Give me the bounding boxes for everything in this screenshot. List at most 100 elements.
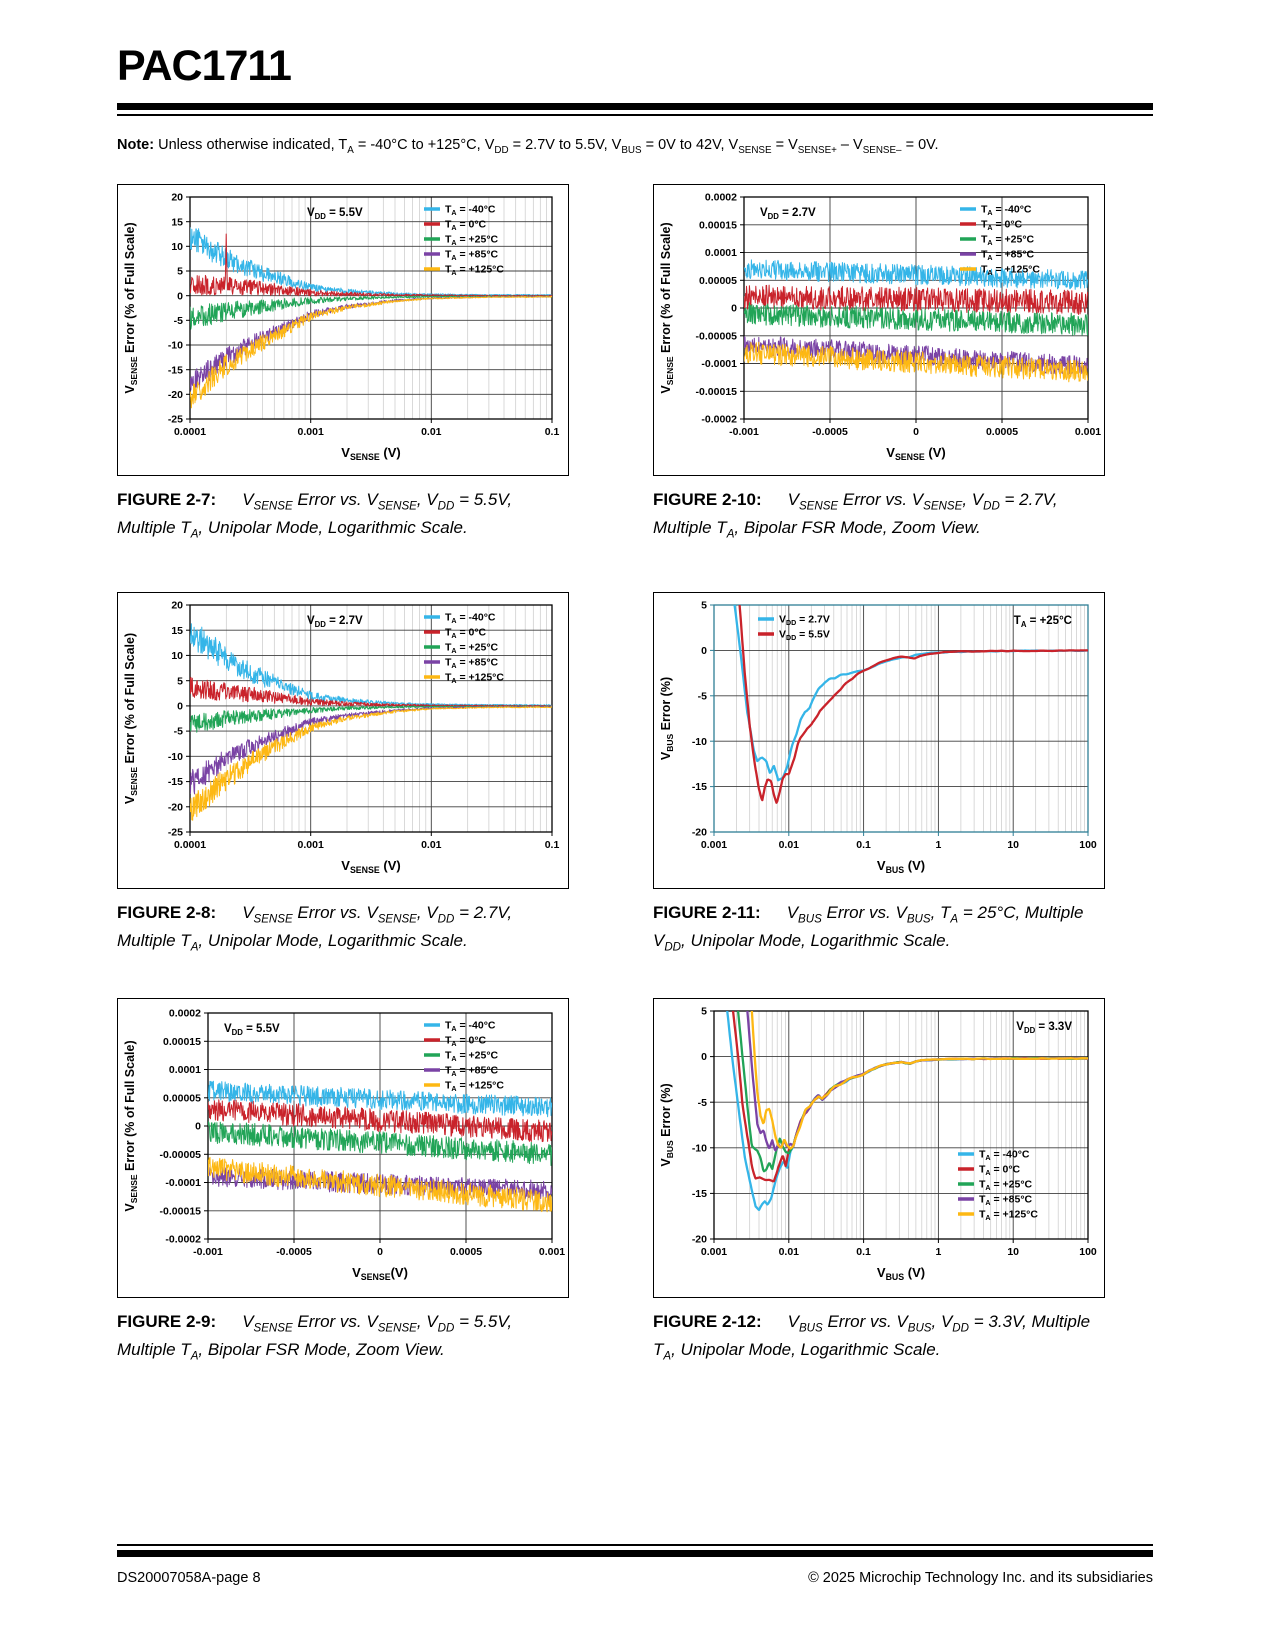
chart-box-2-12: 0.001 0.01 0.1 1 10 100 5 0 -5 -10 -15 -20 VBUS (V) V… <box>653 998 1105 1298</box>
svg-text:-10: -10 <box>168 751 183 763</box>
footer-doc-number: DS20007058A-page 8 <box>117 1570 261 1586</box>
series-group <box>726 1011 1088 1212</box>
svg-text:-5: -5 <box>174 726 183 738</box>
svg-text:0.01: 0.01 <box>421 839 442 851</box>
svg-text:0.001: 0.001 <box>701 839 727 851</box>
svg-text:5: 5 <box>177 675 183 687</box>
legend-label: TA = +125°C <box>445 672 504 686</box>
svg-text:0.001: 0.001 <box>298 839 324 851</box>
svg-text:0.01: 0.01 <box>779 1246 800 1258</box>
figure-label: FIGURE 2-11: <box>653 903 761 922</box>
svg-text:10: 10 <box>171 650 183 662</box>
footer-rule-thin <box>117 1544 1153 1546</box>
figure-caption: FIGURE 2-12: VBUS Error vs. VBUS, VDD = 3… <box>653 1311 1101 1368</box>
legend-label: VDD = 2.7V <box>779 614 830 628</box>
series-line-0 <box>190 227 552 296</box>
svg-text:-25: -25 <box>168 414 183 426</box>
figure-2-9: -0.001 -0.0005 0 0.0005 0.001 0.0002 0.00015 0.… <box>117 998 569 1368</box>
figure-caption-text: VBUS Error vs. VBUS, TA = 25°C, Multiple… <box>653 903 1084 954</box>
x-axis-title: VBUS (V) <box>877 1265 925 1282</box>
series-line-1 <box>738 605 1088 804</box>
svg-text:0: 0 <box>177 290 183 302</box>
legend: TA = -40°CTA = 0°CTA = +25°CTA = +85°CTA… <box>424 612 504 686</box>
series-group <box>208 1080 552 1213</box>
legend-label: TA = +125°C <box>979 1209 1038 1223</box>
svg-text:-5: -5 <box>698 690 707 702</box>
svg-text:-5: -5 <box>174 315 183 327</box>
svg-text:0.1: 0.1 <box>856 1246 871 1258</box>
legend-label: TA = 0°C <box>981 219 1023 233</box>
svg-text:0.00015: 0.00015 <box>163 1036 201 1048</box>
legend-label: TA = -40°C <box>979 1149 1030 1163</box>
series-line-0 <box>744 259 1088 290</box>
chart-svg-2-8: 0.0001 0.001 0.01 0.1 20 15 10 5 0 -5 -10 -15 -20 -25… <box>123 600 560 876</box>
figure-label: FIGURE 2-12: <box>653 1312 762 1331</box>
svg-text:20: 20 <box>171 600 183 612</box>
legend-label: TA = +85°C <box>979 1194 1033 1208</box>
svg-text:0.1: 0.1 <box>545 426 560 438</box>
svg-text:-0.00005: -0.00005 <box>160 1149 202 1161</box>
svg-text:0.00005: 0.00005 <box>163 1092 201 1104</box>
y-axis-title: VSENSE Error (% of Full Scale) <box>659 222 675 393</box>
svg-text:0.001: 0.001 <box>298 426 324 438</box>
legend-label: TA = 0°C <box>445 219 487 233</box>
figure-2-12: 0.001 0.01 0.1 1 10 100 5 0 -5 -10 -15 -20 VBUS (V) V… <box>653 998 1105 1368</box>
tick-labels: 0.0001 0.001 0.01 0.1 20 15 10 5 0 -5 -10 -15 -20 -25 <box>168 192 560 438</box>
chart-annotation: VDD = 5.5V <box>224 1023 280 1037</box>
figure-caption-text: VSENSE Error vs. VSENSE, VDD = 5.5V, Mul… <box>117 490 513 541</box>
chart-annotation: TA = +25°C <box>1014 615 1072 629</box>
svg-text:0.0005: 0.0005 <box>986 426 1018 438</box>
chart-svg-2-10: -0.001 -0.0005 0 0.0005 0.001 0.0002 0.00015 0.… <box>659 192 1102 463</box>
footer-rule-thick <box>117 1550 1153 1557</box>
legend-label: TA = -40°C <box>445 612 496 626</box>
svg-text:5: 5 <box>701 600 707 612</box>
figure-2-7: 0.0001 0.001 0.01 0.1 20 15 10 5 0 -5 -10 -15 -20 -25… <box>117 184 569 546</box>
svg-text:-0.0005: -0.0005 <box>276 1246 312 1258</box>
svg-text:0: 0 <box>377 1246 383 1258</box>
svg-text:0.0001: 0.0001 <box>174 426 206 438</box>
figure-label: FIGURE 2-8: <box>117 903 217 922</box>
series-line-4 <box>208 1156 552 1213</box>
legend: TA = -40°CTA = 0°CTA = +25°CTA = +85°CTA… <box>424 204 504 278</box>
series-line-1 <box>208 1099 552 1143</box>
tick-labels: -0.001 -0.0005 0 0.0005 0.001 0.0002 0.00015 0.… <box>696 192 1102 438</box>
svg-text:1: 1 <box>935 1246 941 1258</box>
figure-2-8: 0.0001 0.001 0.01 0.1 20 15 10 5 0 -5 -10 -15 -20 -25… <box>117 592 569 959</box>
svg-text:0.1: 0.1 <box>545 839 560 851</box>
svg-text:-20: -20 <box>168 389 183 401</box>
chart-svg-2-11: 0.001 0.01 0.1 1 10 100 5 0 -5 -10 -15 -20 VBUS (V) V… <box>659 600 1097 876</box>
svg-text:0.01: 0.01 <box>421 426 442 438</box>
svg-text:10: 10 <box>1007 839 1019 851</box>
x-axis-title: VSENSE (V) <box>341 445 400 462</box>
svg-text:0: 0 <box>701 645 707 657</box>
svg-text:-0.0001: -0.0001 <box>701 358 737 370</box>
svg-text:0.00005: 0.00005 <box>699 275 737 287</box>
legend-label: TA = +25°C <box>445 642 499 656</box>
svg-text:0.00015: 0.00015 <box>699 219 737 231</box>
svg-text:-0.00005: -0.00005 <box>696 330 738 342</box>
svg-text:-5: -5 <box>698 1097 707 1109</box>
svg-text:-15: -15 <box>168 776 183 788</box>
svg-text:0.1: 0.1 <box>856 839 871 851</box>
y-axis-title: VSENSE Error (% of Full Scale) <box>123 1040 139 1211</box>
svg-text:-20: -20 <box>692 1234 707 1246</box>
svg-text:-0.00015: -0.00015 <box>160 1205 202 1217</box>
svg-text:100: 100 <box>1079 839 1097 851</box>
svg-text:20: 20 <box>171 192 183 204</box>
figure-2-11: 0.001 0.01 0.1 1 10 100 5 0 -5 -10 -15 -20 VBUS (V) V… <box>653 592 1105 959</box>
svg-text:0.0001: 0.0001 <box>174 839 206 851</box>
svg-text:5: 5 <box>177 266 183 278</box>
chart-annotation: VDD = 3.3V <box>1016 1021 1072 1035</box>
chart-box-2-11: 0.001 0.01 0.1 1 10 100 5 0 -5 -10 -15 -20 VBUS (V) V… <box>653 592 1105 889</box>
series-line-4 <box>190 706 552 821</box>
figure-label: FIGURE 2-10: <box>653 490 762 509</box>
figure-caption: FIGURE 2-11: VBUS Error vs. VBUS, TA = 25… <box>653 902 1101 959</box>
legend-label: TA = 0°C <box>445 1035 487 1049</box>
series-line-2 <box>190 705 552 733</box>
legend-label: TA = +125°C <box>445 264 504 278</box>
svg-text:-0.00015: -0.00015 <box>696 386 738 398</box>
legend-label: TA = -40°C <box>981 204 1032 218</box>
legend-label: TA = +25°C <box>981 234 1035 248</box>
